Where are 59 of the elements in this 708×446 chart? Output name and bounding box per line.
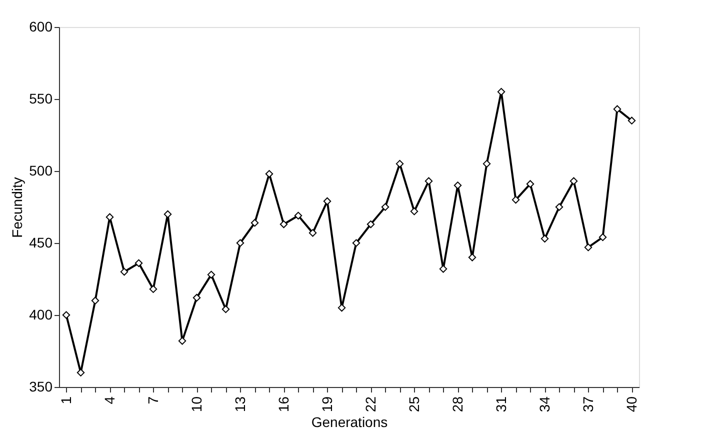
point: [454, 182, 462, 190]
y-tick-label: 450: [29, 234, 53, 250]
x-tick-label: 28: [449, 396, 466, 412]
x-tick-label: 19: [318, 396, 335, 412]
point: [207, 270, 216, 279]
x-tick-label: 31: [492, 396, 509, 412]
x-tick-label: 10: [188, 396, 204, 412]
x-tick-label: 1: [58, 396, 74, 404]
point: [584, 243, 592, 252]
point: [424, 177, 433, 185]
point: [91, 296, 100, 304]
x-tick-label: 7: [144, 396, 161, 404]
point: [222, 305, 230, 314]
point: [410, 207, 418, 216]
y-tick-label: 550: [29, 90, 53, 106]
y-tick-label: 500: [29, 162, 53, 178]
x-tick-label: 4: [101, 396, 118, 404]
x-tick-label: 22: [362, 396, 378, 412]
point: [613, 105, 622, 113]
y-tick-label: 600: [29, 18, 53, 34]
point: [236, 239, 244, 247]
point: [120, 268, 128, 276]
x-tick-label: 40: [623, 396, 640, 412]
point: [628, 116, 636, 124]
point: [134, 259, 143, 268]
point: [106, 213, 114, 221]
y-tick-label: 400: [29, 306, 53, 322]
y-axis-title: Fecundity: [9, 177, 26, 238]
x-axis-title: Generations: [311, 414, 388, 430]
x-tick-label: 37: [580, 396, 596, 412]
x-tick-label: 34: [536, 396, 552, 412]
point: [178, 337, 186, 345]
point: [396, 160, 404, 168]
point: [76, 368, 85, 376]
point: [352, 239, 360, 247]
point: [512, 196, 520, 204]
point: [555, 203, 564, 211]
point: [366, 220, 375, 228]
point: [598, 233, 607, 242]
x-tick-label: 16: [275, 396, 292, 412]
point: [149, 285, 158, 293]
point: [250, 218, 259, 227]
point: [482, 160, 491, 168]
x-tick-label: 25: [406, 396, 422, 412]
point: [439, 265, 448, 273]
point: [294, 212, 302, 220]
point: [280, 220, 288, 228]
point: [192, 294, 201, 302]
point: [468, 254, 476, 262]
point: [526, 180, 534, 188]
point: [62, 311, 70, 319]
point: [323, 197, 332, 206]
y-tick-label: 350: [29, 378, 53, 394]
point: [540, 234, 549, 243]
x-tick-label: 13: [232, 396, 248, 412]
point: [570, 177, 578, 185]
point: [265, 170, 274, 178]
point: [308, 229, 317, 237]
point: [381, 203, 390, 211]
